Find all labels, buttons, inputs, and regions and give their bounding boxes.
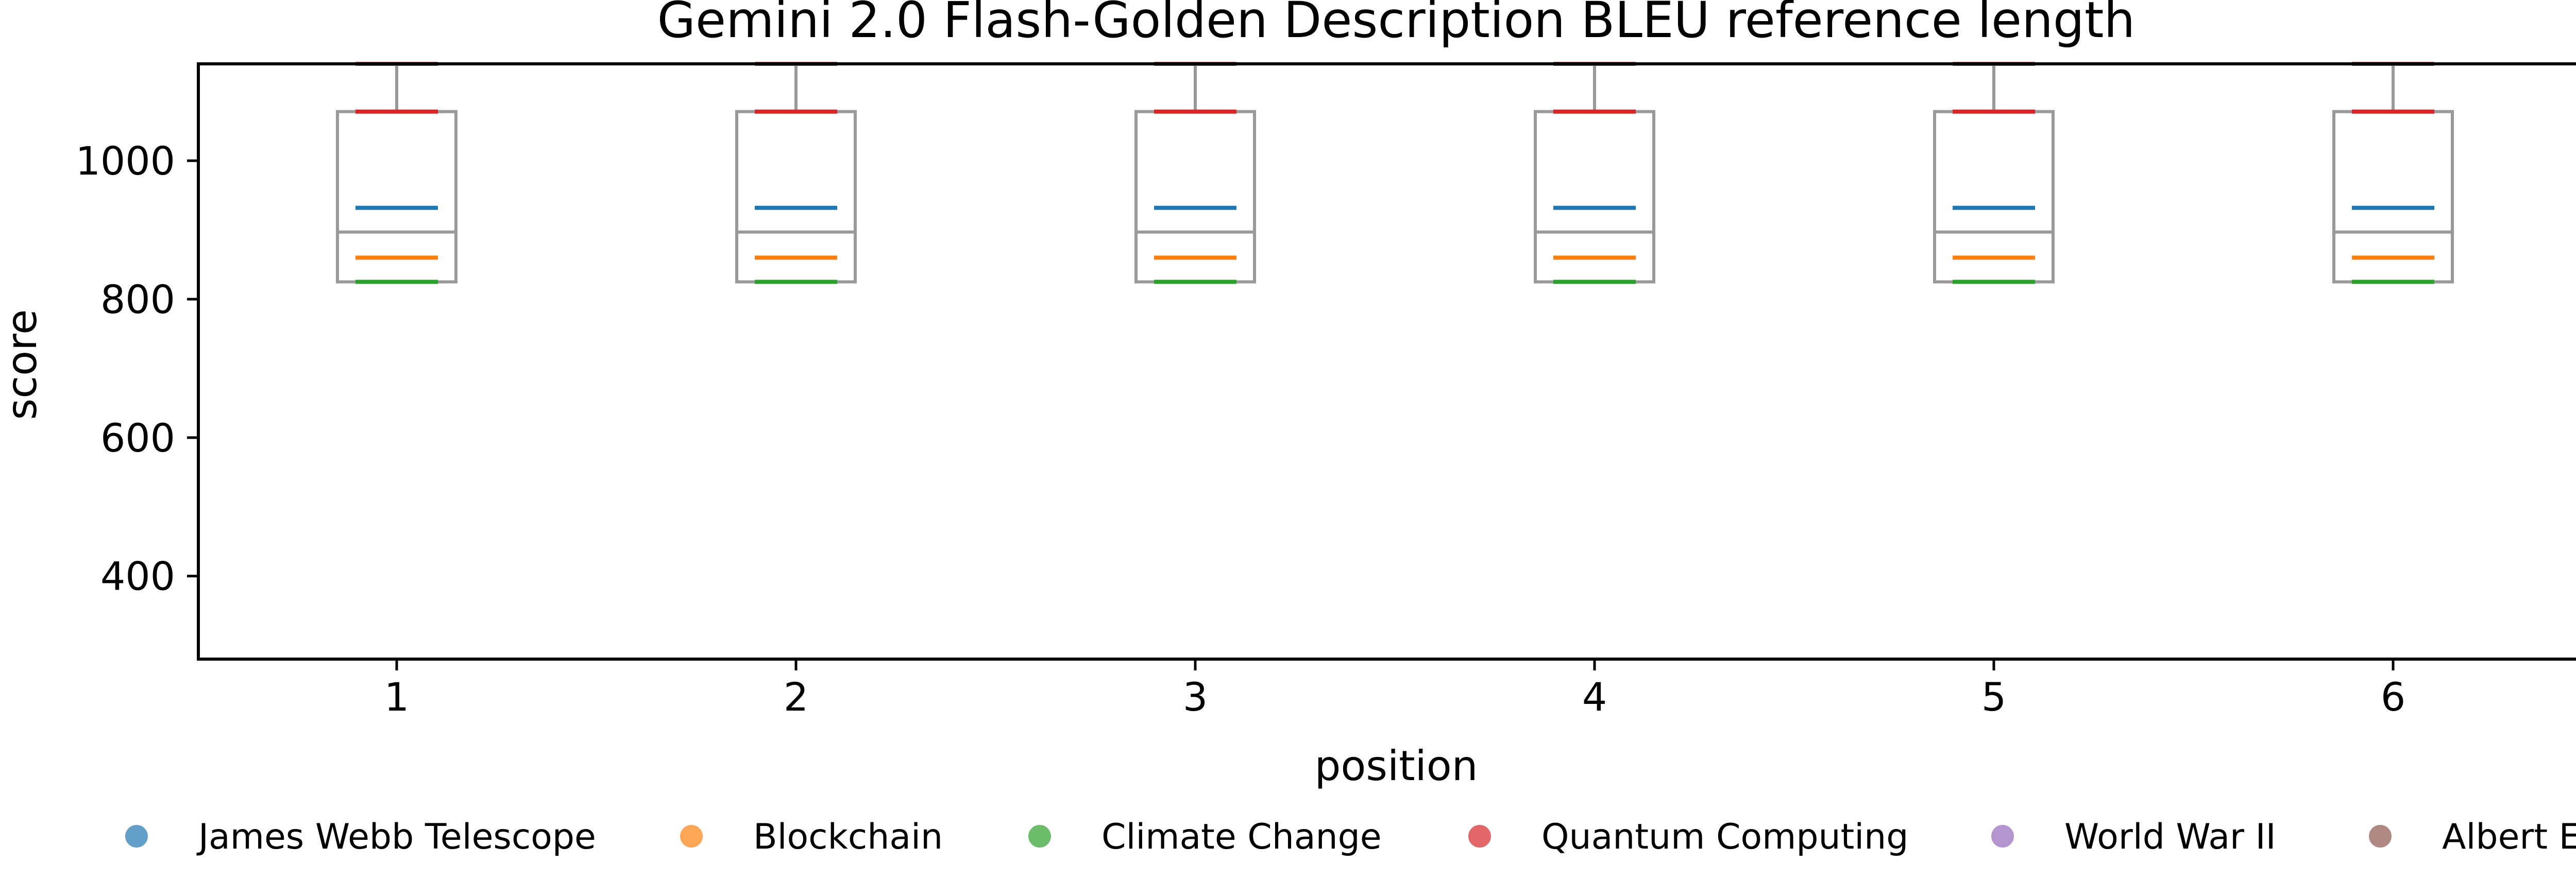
legend-item: Blockchain bbox=[680, 817, 943, 857]
y-axis-label: score bbox=[0, 309, 46, 420]
legend-label: Albert Einstein bbox=[2442, 817, 2576, 857]
box-1 bbox=[336, 62, 457, 284]
legend-item: James Webb Telescope bbox=[125, 817, 596, 857]
legend-marker bbox=[1468, 825, 1491, 848]
legend-label: Quantum Computing bbox=[1541, 817, 1908, 857]
box-5 bbox=[1933, 62, 2055, 284]
legend-marker bbox=[2369, 825, 2392, 848]
x-tick-label: 4 bbox=[1582, 674, 1607, 720]
legend-item: Quantum Computing bbox=[1468, 817, 1908, 857]
legend: James Webb Telescope Blockchain Climate Ch… bbox=[125, 817, 2576, 857]
x-axis-label: position bbox=[1315, 742, 1478, 790]
x-tick-label: 3 bbox=[1183, 674, 1208, 720]
legend-marker bbox=[1991, 825, 2014, 848]
box-3 bbox=[1134, 62, 1256, 284]
legend-item: Albert Einstein bbox=[2369, 817, 2576, 857]
plot-frame bbox=[197, 62, 2576, 661]
x-tick-label: 5 bbox=[1981, 674, 2006, 720]
y-tick-label: 800 bbox=[100, 277, 175, 322]
y-tick-label: 400 bbox=[100, 554, 175, 599]
legend-marker bbox=[125, 825, 148, 848]
legend-marker bbox=[680, 825, 703, 848]
chart-title: Gemini 2.0 Flash-Golden Description BLEU… bbox=[657, 0, 2136, 49]
legend-item: World War II bbox=[1991, 817, 2276, 857]
legend-label: James Webb Telescope bbox=[196, 817, 596, 857]
box-6 bbox=[2332, 62, 2454, 284]
y-tick-label: 1000 bbox=[76, 138, 175, 184]
axes: 1 2 3 4 5 6 400 600 800 1000 bbox=[76, 138, 2406, 720]
legend-label: World War II bbox=[2064, 817, 2276, 857]
legend-label: Climate Change bbox=[1101, 817, 1382, 857]
legend-item: Climate Change bbox=[1028, 817, 1382, 857]
box-4 bbox=[1534, 62, 1655, 284]
x-tick-label: 2 bbox=[784, 674, 808, 720]
plot-area bbox=[336, 62, 2454, 284]
legend-label: Blockchain bbox=[753, 817, 943, 857]
box-2 bbox=[735, 62, 857, 284]
x-tick-label: 6 bbox=[2381, 674, 2405, 720]
y-tick-label: 600 bbox=[100, 415, 175, 461]
legend-marker bbox=[1028, 825, 1051, 848]
x-tick-label: 1 bbox=[384, 674, 409, 720]
